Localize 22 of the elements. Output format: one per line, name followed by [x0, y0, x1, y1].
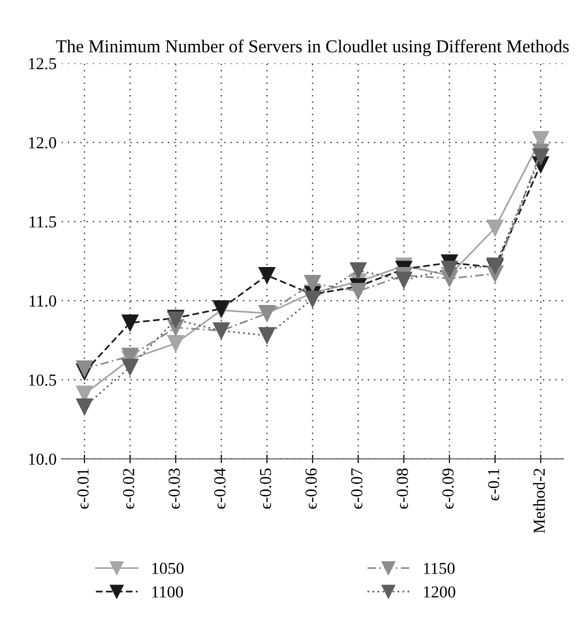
y-tick-label: 10.5 [29, 374, 56, 386]
chart-title: The Minimum Number of Servers in Cloudlet using Different Methods [56, 40, 569, 56]
x-tick-label: ϵ-0.04 [214, 468, 226, 509]
x-tick-label: ϵ-0.09 [442, 468, 454, 509]
y-tick-label: 11.0 [30, 295, 56, 307]
legend-label: 1050 [152, 562, 184, 574]
x-tick-label: ϵ-0.1 [488, 468, 500, 500]
x-tick-label: ϵ-0.01 [77, 468, 89, 509]
x-tick-label: ϵ-0.02 [123, 468, 134, 509]
x-tick-label: ϵ-0.03 [168, 468, 180, 509]
x-tick-label: ϵ-0.07 [351, 468, 362, 509]
y-tick-label: 11.5 [30, 216, 56, 228]
legend-label: 1150 [424, 562, 455, 574]
y-tick-label: 12.5 [29, 58, 56, 70]
x-tick-label: Method-2 [533, 468, 545, 534]
y-tick-label: 12.0 [29, 137, 56, 148]
legend-label: 1100 [152, 586, 183, 598]
x-tick-label: ϵ-0.08 [396, 468, 408, 509]
x-tick-label: ϵ-0.06 [306, 468, 317, 509]
y-tick-label: 10.0 [29, 454, 56, 465]
legend-label: 1200 [424, 586, 456, 598]
x-tick-label: ϵ-0.05 [260, 468, 272, 509]
